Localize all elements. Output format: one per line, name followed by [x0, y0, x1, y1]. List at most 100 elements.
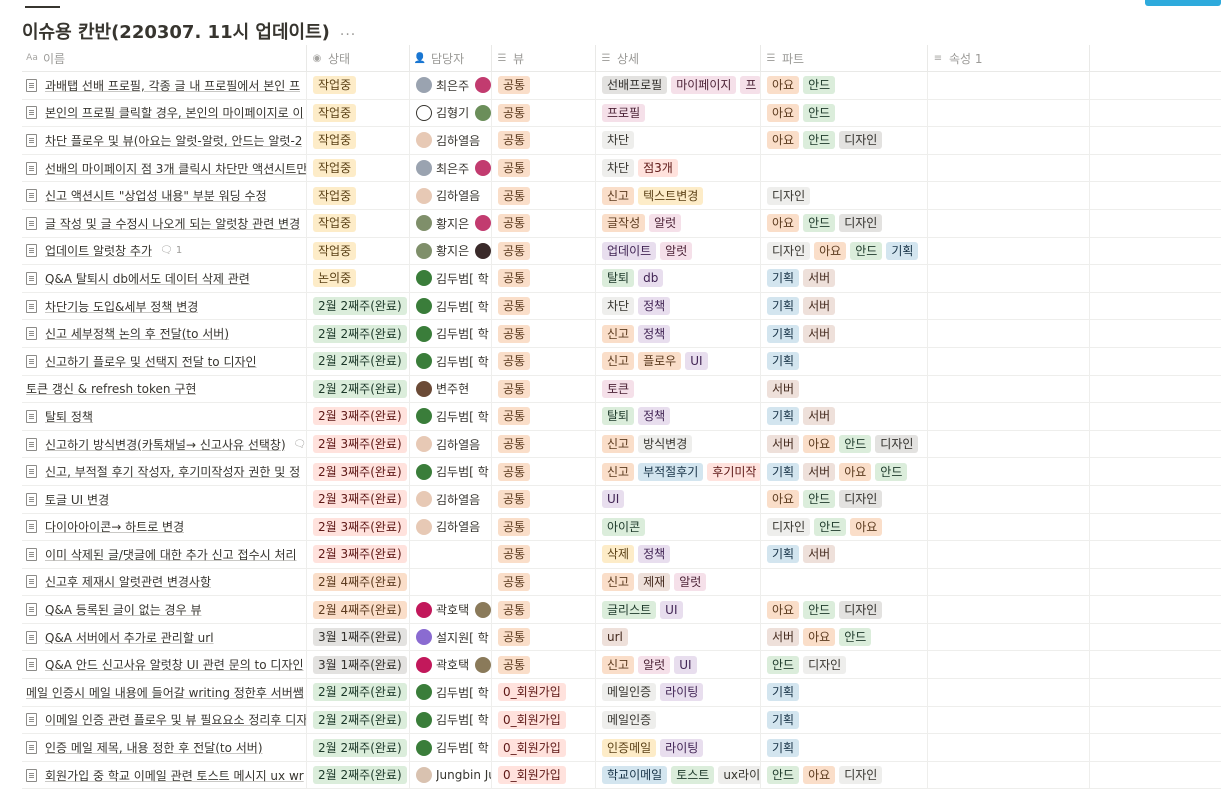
detail-tag[interactable]: 메일인증 [602, 683, 657, 702]
view-tag[interactable]: 공통 [498, 159, 531, 178]
view-tag[interactable]: 공통 [498, 407, 531, 426]
part-cell[interactable]: 아요 안드 디자인 [761, 127, 928, 154]
detail-tag[interactable]: UI [602, 490, 625, 509]
status-cell[interactable]: 2월 3째주(완료) [307, 430, 410, 458]
part-cell[interactable]: 기획 [761, 679, 928, 706]
assignee-cell[interactable]: 최은주 [410, 154, 492, 182]
assignee-cell[interactable]: 김두범[ 학 [410, 679, 492, 706]
detail-tag[interactable]: 업데이트 [602, 241, 657, 260]
table-row[interactable]: 신고하기 방식변경(카톡채널→ 신고사유 선택창) 🗨 2월 3째주(완료) 김하열… [22, 430, 1221, 459]
assignee-cell[interactable]: 김형기 [410, 99, 492, 127]
status-tag[interactable]: 작업중 [313, 186, 357, 205]
detail-tag[interactable]: 신고 [602, 655, 635, 674]
property1-cell[interactable] [928, 292, 1090, 320]
property1-cell[interactable] [928, 154, 1090, 182]
assignee-cell[interactable]: 최은주 [410, 72, 492, 99]
view-tag[interactable]: 공통 [498, 269, 531, 288]
status-cell[interactable]: 작업중 [307, 154, 410, 182]
row-title[interactable]: 신고, 부적절 후기 작성자, 후기미작성자 권한 및 정 [45, 465, 301, 480]
part-tag[interactable]: 디자인 [839, 490, 883, 509]
detail-cell[interactable]: 업데이트 알럿 [596, 237, 761, 265]
property1-cell[interactable] [928, 127, 1090, 154]
status-tag[interactable]: 작업중 [313, 131, 357, 150]
view-tag[interactable]: 공통 [498, 241, 531, 260]
detail-cell[interactable]: 메일인증 라이팅 [596, 679, 761, 706]
status-cell[interactable]: 2월 3째주(완료) [307, 485, 410, 513]
assignee-cell[interactable]: 김하열음 [410, 513, 492, 541]
part-tag[interactable]: 아요 [850, 517, 883, 536]
part-tag[interactable]: 안드 [803, 214, 836, 233]
part-cell[interactable]: 디자인 [761, 182, 928, 209]
name-cell[interactable]: 신고후 제재시 알럿관련 변경사항 [22, 568, 307, 596]
detail-cell[interactable]: 학교이메일 토스트 ux라이 [596, 761, 761, 789]
table-row[interactable]: Q&A 서버에서 추가로 관리할 url 3월 1째주(완료) 설지원[ 학 공통 ur… [22, 623, 1221, 652]
name-cell[interactable]: 선배의 마이페이지 점 3개 클릭시 차단만 액션시트만 [22, 154, 307, 182]
assignee-cell[interactable]: 김하열음 [410, 485, 492, 513]
view-tag[interactable]: 공통 [498, 379, 531, 398]
header-5[interactable]: ☰ 파트 [761, 45, 928, 71]
view-cell[interactable]: 공통 [492, 596, 596, 623]
detail-tag[interactable]: 알럿 [649, 214, 682, 233]
assignee-cell[interactable]: 곽호택 [410, 651, 492, 679]
detail-tag[interactable]: 선배프로필 [602, 76, 668, 95]
header-2[interactable]: 👤 담당자 [410, 45, 492, 71]
assignee-cell[interactable]: 곽호택 [410, 596, 492, 623]
row-title[interactable]: 이미 삭제된 글/댓글에 대한 추가 신고 접수시 처리 [45, 547, 297, 562]
view-tag[interactable]: 공통 [498, 628, 531, 647]
detail-tag[interactable]: ux라이 [718, 766, 760, 785]
part-tag[interactable]: 기획 [767, 352, 800, 371]
row-title[interactable]: 과배탭 선배 프로필, 각종 글 내 프로필에서 본인 프 [45, 78, 301, 93]
header-4[interactable]: ☰ 상세 [596, 45, 761, 71]
detail-cell[interactable]: 인증메일 라이팅 [596, 734, 761, 761]
assignee-cell[interactable]: 김두범[ 학 [410, 458, 492, 485]
row-title[interactable]: Q&A 안드 신고사유 알럿창 UI 관련 문의 to 디자인 [45, 658, 304, 673]
status-tag[interactable]: 2월 3째주(완료) [313, 490, 407, 509]
view-tag[interactable]: 0_회원가입 [498, 683, 566, 702]
property1-cell[interactable] [928, 734, 1090, 761]
status-cell[interactable]: 2월 3째주(완료) [307, 403, 410, 430]
detail-tag[interactable]: 차단 [602, 131, 635, 150]
row-title[interactable]: 메일 인증시 메일 내용에 들어갈 writing 정한후 서버쌤 [26, 685, 304, 700]
status-tag[interactable]: 2월 2째주(완료) [313, 683, 407, 702]
detail-tag[interactable]: 후기미작 [707, 462, 760, 481]
row-title[interactable]: 다이아아이콘→ 하트로 변경 [45, 520, 185, 535]
part-cell[interactable] [761, 568, 928, 596]
view-cell[interactable]: 공통 [492, 209, 596, 237]
status-cell[interactable]: 2월 3째주(완료) [307, 458, 410, 485]
detail-cell[interactable]: 차단 정책 [596, 292, 761, 320]
view-tag[interactable]: 공통 [498, 490, 531, 509]
name-cell[interactable]: 본인의 프로필 클릭할 경우, 본인의 마이페이지로 이 [22, 99, 307, 127]
table-row[interactable]: 신고후 제재시 알럿관련 변경사항 2월 4째주(완료) 공통 신고 제재 알럿 [22, 568, 1221, 597]
property1-cell[interactable] [928, 623, 1090, 651]
view-cell[interactable]: 공통 [492, 347, 596, 375]
name-cell[interactable]: 차단기능 도입&세부 정책 변경 [22, 292, 307, 320]
detail-tag[interactable]: 부적절후기 [638, 462, 704, 481]
view-tag[interactable]: 공통 [498, 103, 531, 122]
part-cell[interactable] [761, 154, 928, 182]
assignee-cell[interactable]: 김두범[ 학 [410, 706, 492, 734]
detail-cell[interactable]: 프로필 [596, 99, 761, 127]
row-title[interactable]: 신고 세부정책 논의 후 전달(to 서버) [45, 327, 230, 342]
detail-tag[interactable]: 라이팅 [660, 683, 704, 702]
status-tag[interactable]: 3월 1째주(완료) [313, 628, 407, 647]
name-cell[interactable]: 인증 메일 제목, 내용 정한 후 전달(to 서버) [22, 734, 307, 761]
assignee-cell[interactable]: 변주현 [410, 375, 492, 403]
part-tag[interactable]: 안드 [839, 435, 872, 454]
status-cell[interactable]: 작업중 [307, 182, 410, 209]
part-cell[interactable]: 아요 안드 디자인 [761, 596, 928, 623]
header-0[interactable]: Aa 이름 [22, 45, 307, 71]
view-tag[interactable]: 공통 [498, 462, 531, 481]
status-cell[interactable]: 2월 4째주(완료) [307, 596, 410, 623]
status-cell[interactable]: 3월 1째주(완료) [307, 623, 410, 651]
part-tag[interactable]: 아요 [767, 76, 800, 95]
name-cell[interactable]: 과배탭 선배 프로필, 각종 글 내 프로필에서 본인 프 [22, 72, 307, 99]
table-row[interactable]: Q&A 안드 신고사유 알럿창 UI 관련 문의 to 디자인 3월 1째주(완료… [22, 651, 1221, 680]
name-cell[interactable]: 메일 인증시 메일 내용에 들어갈 writing 정한후 서버쌤 [22, 679, 307, 706]
part-tag[interactable]: 기획 [767, 545, 800, 564]
table-row[interactable]: 신고 액션시트 "상업성 내용" 부분 워딩 수정 작업중 김하열음 공통 신고 텍스트변… [22, 182, 1221, 210]
detail-tag[interactable]: 신고 [602, 572, 635, 591]
table-row[interactable]: 이메일 인증 관련 플로우 및 뷰 필요요소 정리후 디자 2월 2째주(완료) 김… [22, 706, 1221, 735]
part-tag[interactable]: 디자인 [839, 600, 883, 619]
property1-cell[interactable] [928, 375, 1090, 403]
header-3[interactable]: ☰ 뷰 [492, 45, 596, 71]
